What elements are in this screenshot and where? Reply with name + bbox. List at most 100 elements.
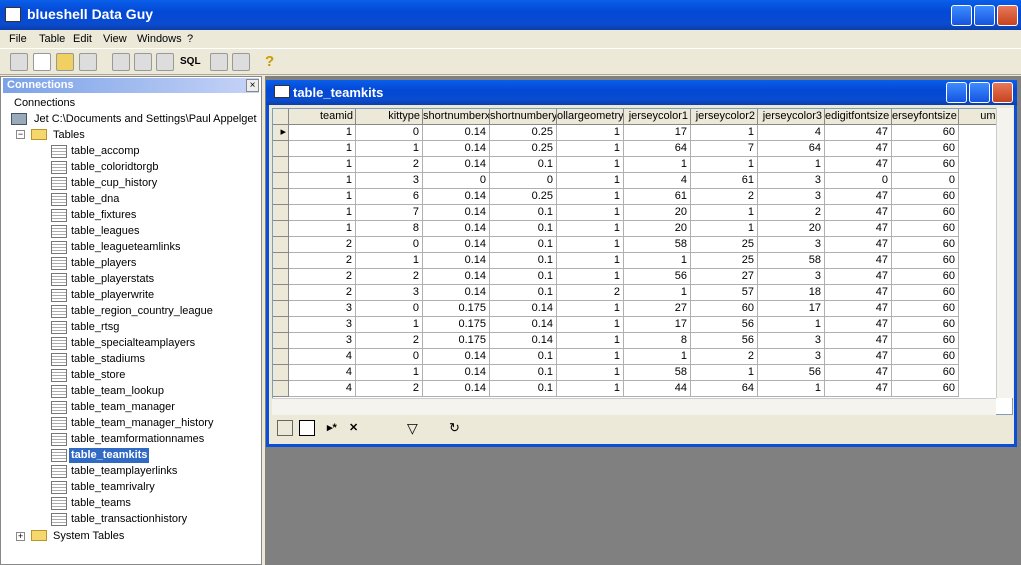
cell[interactable]: 1 <box>557 125 624 141</box>
cell[interactable]: 60 <box>892 365 959 381</box>
horizontal-scrollbar[interactable] <box>272 398 996 415</box>
cell[interactable]: 0.14 <box>423 141 490 157</box>
table-node[interactable]: table_transactionhistory <box>71 513 188 525</box>
cell[interactable]: 4 <box>289 381 356 397</box>
column-header[interactable]: kittype <box>356 109 423 125</box>
cell[interactable]: 64 <box>624 141 691 157</box>
cell[interactable]: 17 <box>624 125 691 141</box>
row-selector[interactable] <box>273 237 289 253</box>
cell[interactable]: 2 <box>557 285 624 301</box>
cell[interactable]: 2 <box>289 253 356 269</box>
cell[interactable]: 1 <box>691 157 758 173</box>
cell[interactable]: 47 <box>825 157 892 173</box>
cell[interactable]: 0 <box>490 173 557 189</box>
cell[interactable]: 44 <box>624 381 691 397</box>
cell[interactable]: 56 <box>758 365 825 381</box>
delete-record-button[interactable]: ✕ <box>349 422 359 434</box>
cell[interactable]: 3 <box>758 349 825 365</box>
cell[interactable]: 60 <box>892 349 959 365</box>
table-node[interactable]: table_coloridtorgb <box>71 161 159 173</box>
table-node[interactable]: table_region_country_league <box>71 305 213 317</box>
cell[interactable]: 60 <box>892 237 959 253</box>
cell[interactable]: 47 <box>825 205 892 221</box>
cell[interactable]: 0 <box>356 349 423 365</box>
cell[interactable]: 47 <box>825 285 892 301</box>
cell[interactable]: 3 <box>758 173 825 189</box>
cell[interactable]: 20 <box>758 221 825 237</box>
cell[interactable]: 58 <box>624 237 691 253</box>
cell[interactable]: 47 <box>825 269 892 285</box>
cell[interactable]: 2 <box>289 237 356 253</box>
cell[interactable]: 2 <box>691 349 758 365</box>
row-selector[interactable]: ▸ <box>273 125 289 141</box>
table-button[interactable] <box>112 53 130 71</box>
tree-root[interactable]: Connections <box>14 97 76 109</box>
cell[interactable]: 6 <box>356 189 423 205</box>
cell[interactable]: 1 <box>289 189 356 205</box>
table-node[interactable]: table_teams <box>71 497 131 509</box>
cell[interactable]: 1 <box>557 301 624 317</box>
cell[interactable]: 0.14 <box>490 301 557 317</box>
paste-button[interactable] <box>232 53 250 71</box>
cell[interactable]: 0.14 <box>423 285 490 301</box>
child-close[interactable] <box>992 82 1013 103</box>
cell[interactable]: 47 <box>825 381 892 397</box>
row-selector[interactable] <box>273 141 289 157</box>
row-selector[interactable] <box>273 333 289 349</box>
cell[interactable]: 0.14 <box>423 189 490 205</box>
cell[interactable]: 60 <box>892 301 959 317</box>
column-header[interactable]: edigitfontsize <box>825 109 892 125</box>
column-header[interactable]: erseyfontsize <box>892 109 959 125</box>
cell[interactable]: 1 <box>758 381 825 397</box>
cell[interactable]: 1 <box>289 173 356 189</box>
column-header[interactable]: jerseycolor2 <box>691 109 758 125</box>
cell[interactable]: 1 <box>557 349 624 365</box>
cell[interactable]: 60 <box>892 253 959 269</box>
cell[interactable]: 1 <box>557 221 624 237</box>
cell[interactable]: 0.175 <box>423 317 490 333</box>
cell[interactable]: 1 <box>557 237 624 253</box>
column-header[interactable]: teamid <box>289 109 356 125</box>
table-node[interactable]: table_specialteamplayers <box>71 337 196 349</box>
cell[interactable]: 1 <box>557 157 624 173</box>
cell[interactable]: 60 <box>691 301 758 317</box>
cell[interactable]: 1 <box>758 317 825 333</box>
cell[interactable]: 60 <box>892 205 959 221</box>
cell[interactable]: 0.14 <box>423 349 490 365</box>
cell[interactable]: 56 <box>624 269 691 285</box>
cell[interactable]: 0.175 <box>423 301 490 317</box>
table-node[interactable]: table_team_manager_history <box>71 417 214 429</box>
cell[interactable]: 4 <box>289 349 356 365</box>
cell[interactable]: 1 <box>356 141 423 157</box>
table-node[interactable]: table_store <box>71 369 126 381</box>
menu-item[interactable]: Windows <box>137 33 182 45</box>
cell[interactable]: 58 <box>624 365 691 381</box>
cell[interactable]: 60 <box>892 269 959 285</box>
filter-button[interactable]: ▽ <box>407 420 418 436</box>
cell[interactable]: 0.14 <box>490 317 557 333</box>
cell[interactable]: 47 <box>825 349 892 365</box>
cell[interactable]: 1 <box>289 141 356 157</box>
cell[interactable]: 18 <box>758 285 825 301</box>
cell[interactable]: 2 <box>758 205 825 221</box>
cell[interactable]: 0.1 <box>490 205 557 221</box>
table-node[interactable]: table_team_lookup <box>71 385 164 397</box>
cell[interactable]: 47 <box>825 125 892 141</box>
cell[interactable]: 0.25 <box>490 189 557 205</box>
cell[interactable]: 1 <box>289 125 356 141</box>
cell[interactable]: 0.1 <box>490 381 557 397</box>
row-selector[interactable] <box>273 365 289 381</box>
child-minimize[interactable] <box>946 82 967 103</box>
menu-item[interactable]: View <box>103 33 127 45</box>
cell[interactable]: 61 <box>691 173 758 189</box>
maximize-button[interactable] <box>974 5 995 26</box>
row-selector[interactable] <box>273 157 289 173</box>
table-node[interactable]: table_team_manager <box>71 401 175 413</box>
cell[interactable]: 47 <box>825 189 892 205</box>
cell[interactable]: 1 <box>691 221 758 237</box>
cell[interactable]: 3 <box>289 317 356 333</box>
row-selector[interactable] <box>273 253 289 269</box>
cell[interactable]: 3 <box>289 333 356 349</box>
cell[interactable]: 7 <box>356 205 423 221</box>
cell[interactable]: 2 <box>289 285 356 301</box>
